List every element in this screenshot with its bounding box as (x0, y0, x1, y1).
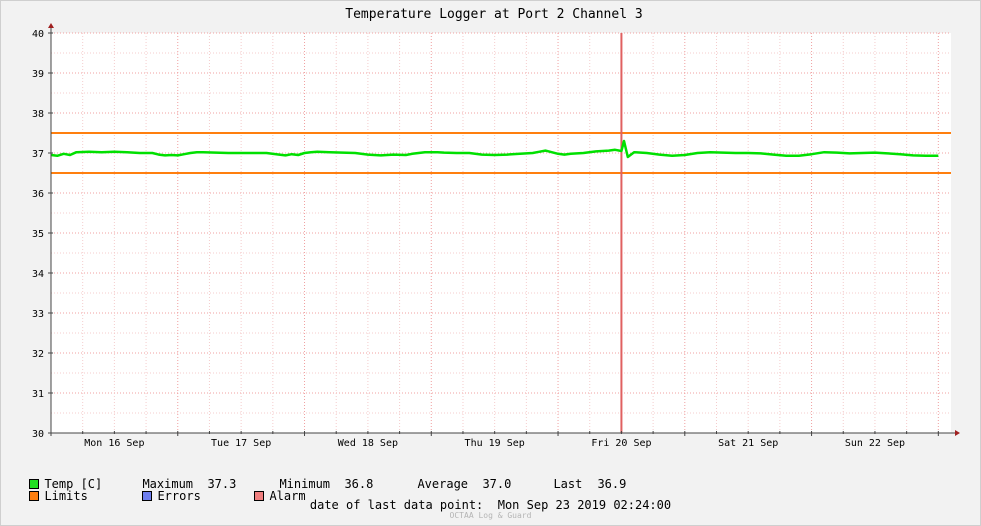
series-layer (50, 139, 939, 159)
limits-swatch (29, 491, 40, 501)
y-tick-label: 35 (32, 229, 44, 240)
avg-label: Average (417, 477, 469, 491)
y-tick-label: 30 (32, 429, 44, 440)
stat-minimum-value: 36.8 (330, 463, 373, 491)
stat-maximum-value: 37.3 (193, 463, 236, 491)
legend-temp-label: Temp [C] (44, 477, 103, 491)
tick-labels: 30 31 32 33 34 35 36 37 38 39 40 Mon 16 Sep Tue 17 S… (32, 29, 905, 449)
stat-average: Average (403, 463, 468, 491)
y-tick-label: 36 (32, 189, 44, 200)
y-axis-arrow (48, 23, 54, 28)
limit-lines (51, 132, 951, 174)
stat-average-value: 37.0 (468, 463, 511, 491)
min-value: 36.8 (344, 477, 374, 491)
stat-maximum: Maximum (128, 463, 193, 491)
watermark: OCTAA Log & Guard (449, 511, 532, 520)
legend-limits: Limits (15, 475, 88, 503)
chart-title: Temperature Logger at Port 2 Channel 3 (345, 7, 642, 22)
y-tick-label: 40 (32, 29, 44, 40)
stat-last: Last (539, 463, 582, 491)
grid (50, 32, 951, 434)
y-tick-label: 37 (32, 149, 44, 160)
legend-alarm-label: Alarm (269, 489, 306, 503)
stat-last-value: 36.9 (583, 463, 626, 491)
x-tick-label: Tue 17 Sep (211, 438, 271, 449)
y-tick-label: 32 (32, 349, 44, 360)
legend-errors-label: Errors (157, 489, 201, 503)
legend-temp: Temp [C] (15, 463, 102, 491)
x-tick-label: Mon 16 Sep (84, 438, 144, 449)
series-line-temp (50, 139, 939, 159)
axes (48, 23, 960, 436)
last-value: 36.9 (597, 477, 627, 491)
x-tick-label: Fri 20 Sep (591, 438, 651, 449)
last-data-point: date of last data point: Mon Sep 23 2019… (0, 498, 981, 512)
stat-minimum: Minimum (265, 463, 330, 491)
max-label: Maximum (142, 477, 194, 491)
avg-value: 37.0 (482, 477, 512, 491)
y-tick-label: 39 (32, 69, 44, 80)
last-label: Last (553, 477, 583, 491)
max-value: 37.3 (207, 477, 237, 491)
temp-swatch (29, 479, 40, 489)
y-tick-label: 38 (32, 109, 44, 120)
legend-errors: Errors (128, 475, 201, 503)
x-tick-label: Thu 19 Sep (465, 438, 525, 449)
legend-alarm: Alarm (240, 475, 306, 503)
x-tick-label: Wed 18 Sep (338, 438, 398, 449)
y-tick-label: 31 (32, 389, 44, 400)
last-point-value: Mon Sep 23 2019 02:24:00 (497, 498, 672, 512)
min-label: Minimum (279, 477, 331, 491)
legend-limits-label: Limits (44, 489, 88, 503)
y-tick-label: 34 (32, 269, 44, 280)
errors-swatch (142, 491, 153, 501)
alarm-swatch (254, 491, 265, 501)
last-point-label: date of last data point: (309, 498, 484, 512)
x-axis-arrow (955, 430, 960, 436)
x-tick-label: Sun 22 Sep (845, 438, 905, 449)
y-tick-label: 33 (32, 309, 44, 320)
x-tick-label: Sat 21 Sep (718, 438, 778, 449)
